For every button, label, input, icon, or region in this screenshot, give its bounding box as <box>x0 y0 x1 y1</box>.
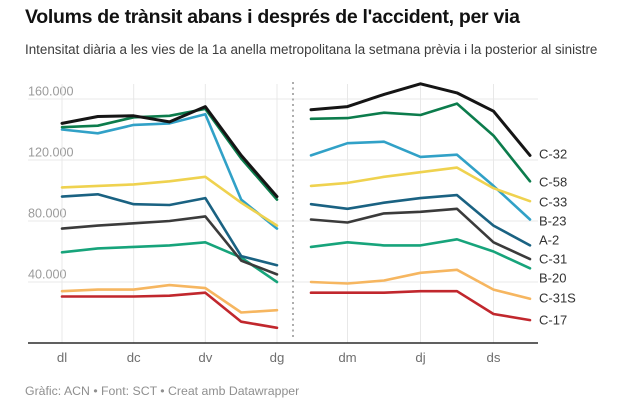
series-label-C-31: C-31 <box>539 252 567 267</box>
x-axis-tick-label: dl <box>57 350 67 365</box>
traffic-volume-line-chart: 40.000 80.000 120.000 160.000 dl dc dv dg dm dj ds… <box>28 82 576 365</box>
series-line-C-58-after <box>309 102 532 183</box>
chart-footer-credits: Gràfic: ACN • Font: SCT • Creat amb Data… <box>25 384 300 398</box>
x-axis-tick-label: dv <box>198 350 212 365</box>
x-axis-tick-label: ds <box>487 350 501 365</box>
series-line-C-31-after <box>309 207 532 261</box>
series-line-B-20-after <box>309 238 532 270</box>
series-line-C-17-after <box>309 289 532 322</box>
series-label-C-33: C-33 <box>539 195 567 210</box>
series-line-C-31-before <box>60 215 279 276</box>
series-label-C-58: C-58 <box>539 175 567 190</box>
y-axis-tick-label: 40.000 <box>28 268 67 282</box>
y-axis-tick-label: 120.000 <box>28 146 74 160</box>
y-axis-tick-label: 160.000 <box>28 85 74 99</box>
series-line-A-2-before <box>60 193 279 267</box>
chart-subtitle: Intensitat diària a les vies de la 1a an… <box>25 42 598 57</box>
series-line-C-31S-after <box>309 268 532 301</box>
series-label-B-23: B-23 <box>539 214 566 229</box>
chart-title: Volums de trànsit abans i després de l'a… <box>25 6 520 28</box>
series-line-B-23-before <box>60 112 279 230</box>
series-line-C-33-after <box>309 166 532 203</box>
y-axis-tick-label: 80.000 <box>28 207 67 221</box>
series-label-C-17: C-17 <box>539 313 567 328</box>
series-line-B-20-before <box>60 241 279 284</box>
series-label-C-31S: C-31S <box>539 291 576 306</box>
series-line-C-58-before <box>60 107 279 201</box>
x-axis-tick-label: dc <box>127 350 141 365</box>
series-label-A-2: A-2 <box>539 233 559 248</box>
x-axis-tick-label: dg <box>270 350 285 365</box>
x-axis-tick-label: dm <box>338 350 356 365</box>
series-line-C-33-before <box>60 175 279 227</box>
series-line-C-31S-before <box>60 283 279 314</box>
series-label-B-20: B-20 <box>539 271 566 286</box>
x-axis-tick-label: dj <box>415 350 425 365</box>
series-line-C-32-after <box>309 82 532 157</box>
series-line-B-23-after <box>309 140 532 221</box>
series-label-C-32: C-32 <box>539 147 567 162</box>
series-line-A-2-after <box>309 193 532 247</box>
series-line-C-17-before <box>60 291 279 330</box>
series-line-C-32-before <box>60 105 279 199</box>
